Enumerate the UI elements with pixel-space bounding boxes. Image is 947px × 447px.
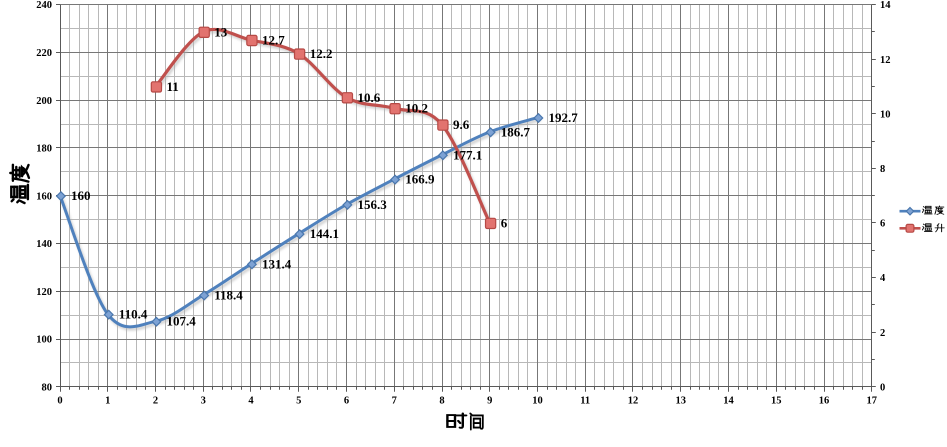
- svg-text:0: 0: [880, 382, 885, 393]
- svg-text:144.1: 144.1: [310, 226, 339, 241]
- svg-text:4: 4: [248, 396, 254, 407]
- svg-text:2: 2: [880, 328, 885, 339]
- svg-text:156.3: 156.3: [358, 197, 388, 212]
- svg-text:107.4: 107.4: [167, 314, 197, 329]
- svg-text:5: 5: [296, 396, 301, 407]
- svg-text:118.4: 118.4: [214, 288, 243, 303]
- svg-text:220: 220: [36, 48, 52, 59]
- svg-text:7: 7: [392, 396, 397, 407]
- svg-text:6: 6: [501, 215, 508, 230]
- svg-text:12.2: 12.2: [310, 46, 333, 61]
- svg-text:3: 3: [201, 396, 206, 407]
- svg-text:4: 4: [880, 273, 886, 284]
- svg-text:11: 11: [580, 396, 590, 407]
- svg-text:180: 180: [36, 144, 52, 155]
- svg-text:6: 6: [344, 396, 349, 407]
- svg-text:17: 17: [867, 396, 878, 407]
- svg-text:9.6: 9.6: [453, 117, 470, 132]
- svg-text:0: 0: [57, 396, 62, 407]
- svg-text:16: 16: [819, 396, 830, 407]
- svg-text:177.1: 177.1: [453, 147, 482, 162]
- svg-text:12.7: 12.7: [262, 33, 285, 48]
- svg-text:15: 15: [771, 396, 782, 407]
- svg-text:160: 160: [36, 191, 52, 202]
- svg-text:13: 13: [214, 24, 228, 39]
- svg-text:80: 80: [42, 382, 53, 393]
- svg-text:12: 12: [628, 396, 639, 407]
- svg-text:6: 6: [880, 219, 885, 230]
- svg-text:140: 140: [36, 239, 52, 250]
- svg-text:11: 11: [167, 79, 179, 94]
- svg-text:10: 10: [880, 109, 891, 120]
- svg-text:100: 100: [36, 335, 52, 346]
- svg-text:1: 1: [105, 396, 110, 407]
- svg-text:12: 12: [880, 55, 891, 66]
- svg-text:131.4: 131.4: [262, 256, 292, 271]
- svg-text:8: 8: [439, 396, 444, 407]
- svg-text:166.9: 166.9: [405, 172, 435, 187]
- svg-text:10: 10: [532, 396, 543, 407]
- svg-text:192.7: 192.7: [549, 110, 579, 125]
- svg-text:120: 120: [36, 287, 52, 298]
- svg-text:200: 200: [36, 96, 52, 107]
- svg-text:14: 14: [880, 0, 891, 11]
- svg-text:2: 2: [153, 396, 158, 407]
- svg-text:10.6: 10.6: [358, 90, 381, 105]
- svg-text:9: 9: [487, 396, 492, 407]
- svg-text:186.7: 186.7: [501, 124, 531, 139]
- svg-text:14: 14: [723, 396, 734, 407]
- svg-text:10.2: 10.2: [405, 101, 428, 116]
- svg-text:160: 160: [71, 188, 91, 203]
- svg-text:13: 13: [676, 396, 687, 407]
- svg-text:240: 240: [36, 0, 52, 11]
- svg-text:8: 8: [880, 164, 885, 175]
- svg-text:110.4: 110.4: [119, 307, 148, 322]
